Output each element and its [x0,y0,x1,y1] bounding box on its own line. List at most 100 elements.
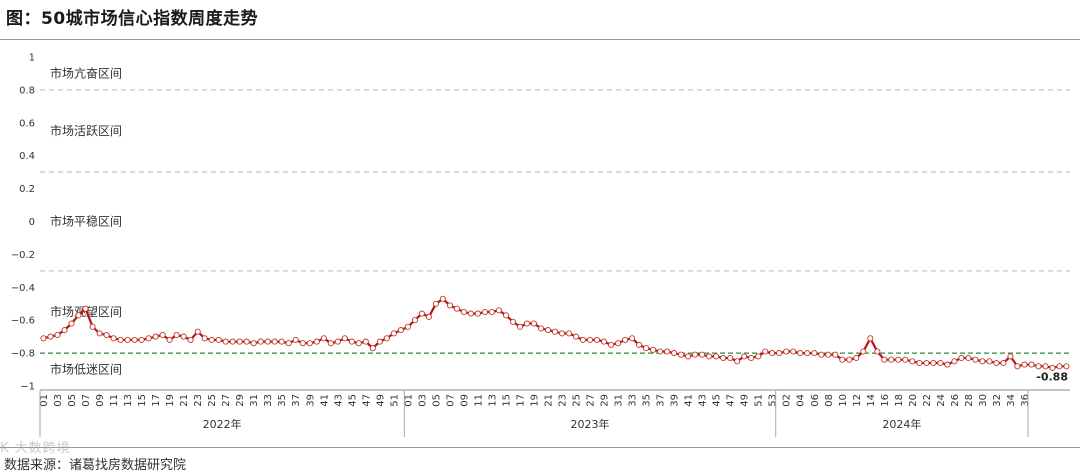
data-point [376,338,383,345]
data-point [965,354,972,362]
x-tick-label: 34 [1006,394,1017,407]
data-point [720,354,727,362]
x-tick-label: 30 [978,394,989,407]
x-tick-label: 11 [473,394,484,407]
x-tick-label: 51 [389,394,400,407]
data-point [881,356,888,363]
x-tick-label: 25 [572,394,583,407]
x-tick-label: 41 [684,394,695,407]
x-tick-label: 28 [964,394,975,407]
data-point [418,310,425,317]
data-point [741,353,748,360]
data-point [783,348,790,355]
data-point [797,350,804,357]
x-tick-label: 03 [417,394,428,407]
x-tick-label: 27 [586,394,597,407]
data-point [993,359,1000,367]
y-tick-label: 0.6 [19,118,35,129]
x-tick-label: 23 [558,394,569,407]
data-point [355,340,362,347]
data-point [138,336,145,343]
x-tick-label: 35 [642,394,653,407]
data-point [923,359,930,367]
x-tick-label: 43 [333,394,344,407]
data-point [678,351,685,358]
data-point [1028,361,1035,368]
data-point [972,356,979,363]
data-point [671,350,678,357]
x-tick-label: 09 [95,394,106,407]
data-point [82,305,89,312]
chart-title: 图：50城市场信心指数周度走势 [6,9,259,29]
x-tick-label: 03 [53,394,64,407]
x-tick-label: 16 [880,394,891,407]
x-tick-label: 21 [543,394,554,407]
y-tick-label: 0.2 [19,184,35,195]
x-tick-label: 37 [291,394,302,407]
data-point [1063,363,1070,370]
x-tick-label: 29 [600,394,611,407]
data-point [916,359,923,367]
x-tick-label: 37 [656,394,667,407]
x-tick-label: 43 [698,394,709,407]
data-point [516,323,524,330]
data-point [166,336,173,343]
x-tick-label: 27 [221,394,232,407]
data-point [397,327,404,334]
data-point [362,338,369,345]
data-point [89,323,96,330]
y-tick-label: 0.4 [19,151,35,162]
data-point [839,356,846,363]
data-point [40,335,47,342]
data-point [600,338,608,345]
data-point [257,338,264,345]
data-point [664,348,671,355]
data-point [348,338,355,345]
x-tick-label: 18 [894,394,905,407]
data-point [706,353,713,360]
x-tick-label: 45 [347,394,358,407]
data-point [271,338,278,345]
data-point [930,359,937,367]
x-tick-label: 41 [319,394,330,407]
data-point [986,358,993,365]
data-point [446,302,453,309]
data-point [937,359,944,367]
x-tick-label: 15 [501,394,512,407]
y-tick-label: 0 [29,217,35,228]
x-tick-label: 39 [670,394,681,407]
x-tick-label: 47 [361,394,372,407]
data-point [236,338,243,345]
x-tick-label: 49 [375,394,386,407]
x-tick-label: 33 [628,394,639,407]
data-point [685,353,692,360]
x-tick-label: 10 [838,394,849,407]
data-point [615,340,622,347]
source-note: 数据来源：诸葛找房数据研究院 [4,458,187,473]
data-point [909,358,916,365]
data-point [713,353,720,360]
x-tick-label: 06 [810,394,821,407]
data-point [1056,363,1063,370]
data-point [846,356,853,363]
data-point [187,336,194,343]
x-tick-label: 09 [459,394,470,407]
x-tick-label: 17 [515,394,526,407]
data-point [495,307,502,314]
data-point [222,338,229,345]
data-point [152,333,159,340]
data-point [117,336,124,343]
data-point [285,340,292,347]
data-point [502,312,510,319]
x-tick-label: 45 [712,394,723,407]
data-point [832,351,839,358]
data-point [215,336,222,343]
data-point [895,356,902,363]
x-tick-label: 22 [922,394,933,407]
x-tick-label: 08 [824,394,835,407]
data-point [432,300,439,307]
data-point [306,340,313,347]
data-point [173,331,180,339]
data-point [194,328,201,335]
data-point [902,356,909,363]
